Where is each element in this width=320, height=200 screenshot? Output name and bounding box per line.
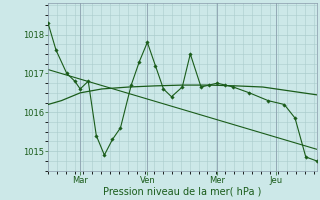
X-axis label: Pression niveau de la mer( hPa ): Pression niveau de la mer( hPa ) <box>103 187 261 197</box>
